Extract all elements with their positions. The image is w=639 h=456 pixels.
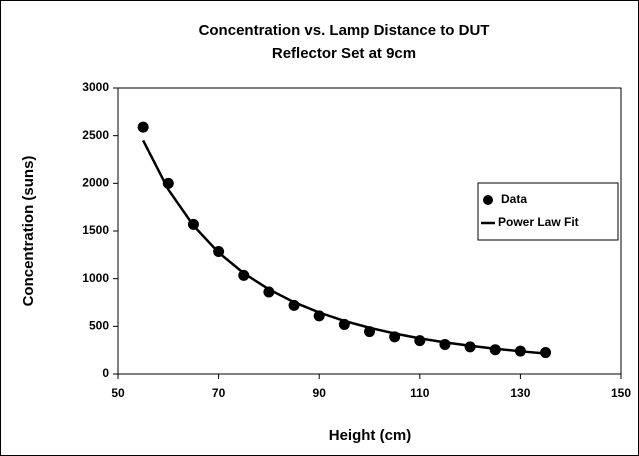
x-tick-label: 150 (611, 386, 631, 400)
x-tick-label: 130 (510, 386, 530, 400)
y-tick-label: 1500 (82, 223, 109, 237)
legend-label: Data (501, 192, 527, 206)
legend-box (477, 182, 619, 241)
y-tick-label: 0 (102, 366, 109, 380)
x-tick-label: 70 (212, 386, 226, 400)
x-axis-label: Height (cm) (329, 427, 412, 444)
legend-marker (483, 195, 493, 205)
fit-line (142, 139, 546, 355)
x-tick-label: 90 (313, 386, 327, 400)
data-point (137, 121, 149, 133)
y-tick-label: 3000 (82, 80, 109, 94)
x-tick-label: 110 (410, 386, 430, 400)
y-tick-label: 1000 (82, 271, 109, 285)
data-point (263, 286, 275, 298)
y-tick-label: 500 (89, 319, 109, 333)
chart-title: Concentration vs. Lamp Distance to DUT (199, 22, 490, 39)
y-axis-label: Concentration (suns) (20, 156, 37, 307)
y-tick-label: 2500 (82, 128, 109, 142)
y-tick-label: 2000 (82, 176, 109, 190)
x-tick-label: 50 (111, 386, 125, 400)
chart-subtitle: Reflector Set at 9cm (272, 45, 416, 62)
legend-label: Power Law Fit (498, 215, 579, 229)
